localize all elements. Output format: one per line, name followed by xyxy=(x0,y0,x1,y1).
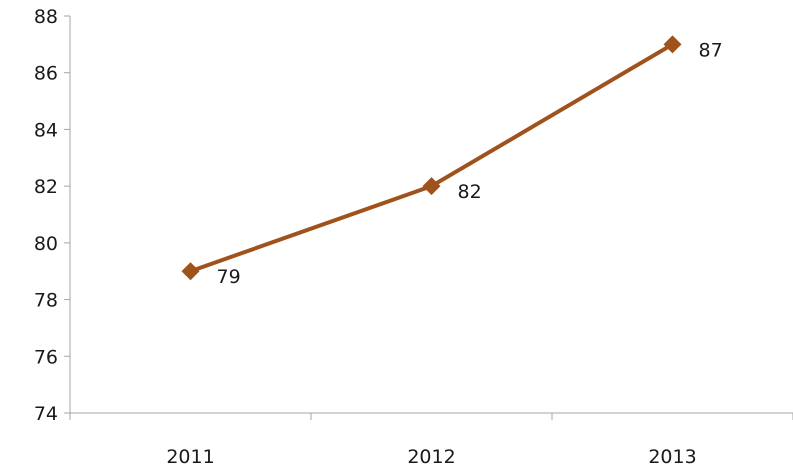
y-tick-label: 80 xyxy=(34,233,58,255)
y-tick-label: 82 xyxy=(34,176,58,198)
x-tick-label: 2012 xyxy=(407,446,455,468)
chart-axes xyxy=(69,16,793,414)
data-point-marker xyxy=(663,35,682,54)
data-label: 79 xyxy=(217,266,241,288)
data-point-marker xyxy=(422,177,441,196)
x-axis-ticks: 2011 2012 2013 xyxy=(69,413,793,468)
data-label: 87 xyxy=(699,39,723,61)
y-tick-label: 78 xyxy=(34,290,58,312)
y-tick-label: 76 xyxy=(34,346,58,368)
data-point-marker xyxy=(181,262,200,281)
data-label: 82 xyxy=(458,181,482,203)
y-axis-ticks: 74 76 78 80 82 84 86 88 xyxy=(34,6,70,425)
series-group: 79 82 87 xyxy=(181,35,723,288)
y-tick-label: 86 xyxy=(34,63,58,85)
y-tick-label: 84 xyxy=(34,119,58,141)
series-line xyxy=(188,42,675,274)
x-tick-label: 2013 xyxy=(648,446,696,468)
y-tick-label: 88 xyxy=(34,6,58,28)
x-tick-label: 2011 xyxy=(166,446,214,468)
y-tick-label: 74 xyxy=(34,403,58,425)
